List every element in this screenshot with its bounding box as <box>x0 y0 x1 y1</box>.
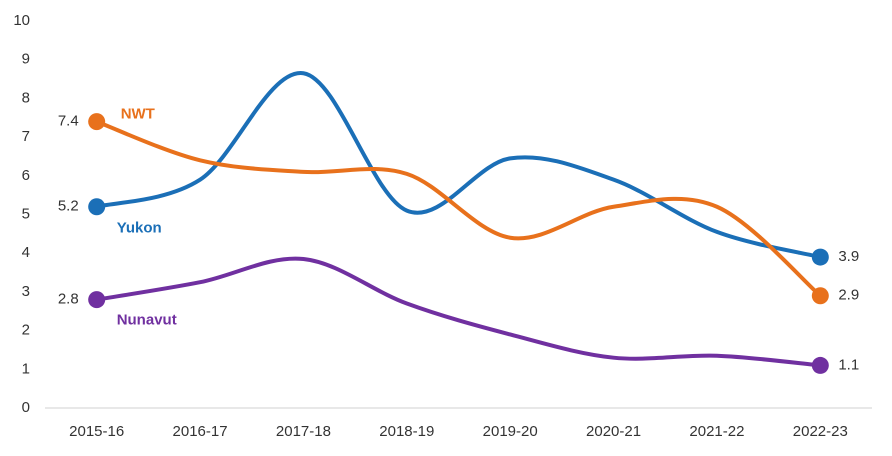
x-tick-label: 2018-19 <box>379 423 434 440</box>
y-tick-label: 9 <box>22 51 30 68</box>
x-tick-label: 2021-22 <box>689 423 744 440</box>
y-tick-label: 5 <box>22 205 30 222</box>
end-marker <box>88 198 106 216</box>
series-name: Yukon <box>117 220 162 237</box>
x-tick-label: 2022-23 <box>793 423 848 440</box>
series-name: Nunavut <box>117 312 177 329</box>
x-tick-label: 2017-18 <box>276 423 331 440</box>
data-label: 1.1 <box>838 356 859 373</box>
y-tick-label: 7 <box>22 128 30 145</box>
data-label: 5.2 <box>58 198 79 215</box>
end-marker <box>88 113 106 131</box>
end-marker <box>811 356 829 374</box>
y-tick-label: 3 <box>22 283 30 300</box>
y-tick-label: 2 <box>22 322 30 339</box>
data-label: 2.8 <box>58 291 79 308</box>
y-tick-label: 0 <box>22 399 30 416</box>
series-line <box>94 119 823 298</box>
y-tick-label: 8 <box>22 89 30 106</box>
y-tick-label: 10 <box>13 12 30 29</box>
x-tick-label: 2015-16 <box>69 423 124 440</box>
data-label: 2.9 <box>838 287 859 304</box>
y-tick-label: 1 <box>22 360 30 377</box>
x-tick-label: 2016-17 <box>173 423 228 440</box>
series-name: NWT <box>121 106 155 123</box>
x-tick-label: 2019-20 <box>483 423 538 440</box>
series-line <box>94 256 823 368</box>
y-tick-label: 6 <box>22 167 30 184</box>
end-marker <box>88 291 106 309</box>
x-tick-label: 2020-21 <box>586 423 641 440</box>
data-label: 7.4 <box>58 113 79 130</box>
end-marker <box>811 248 829 266</box>
end-marker <box>811 287 829 305</box>
series-line <box>94 71 823 260</box>
y-tick-label: 4 <box>22 244 30 261</box>
data-label: 3.9 <box>838 248 859 265</box>
